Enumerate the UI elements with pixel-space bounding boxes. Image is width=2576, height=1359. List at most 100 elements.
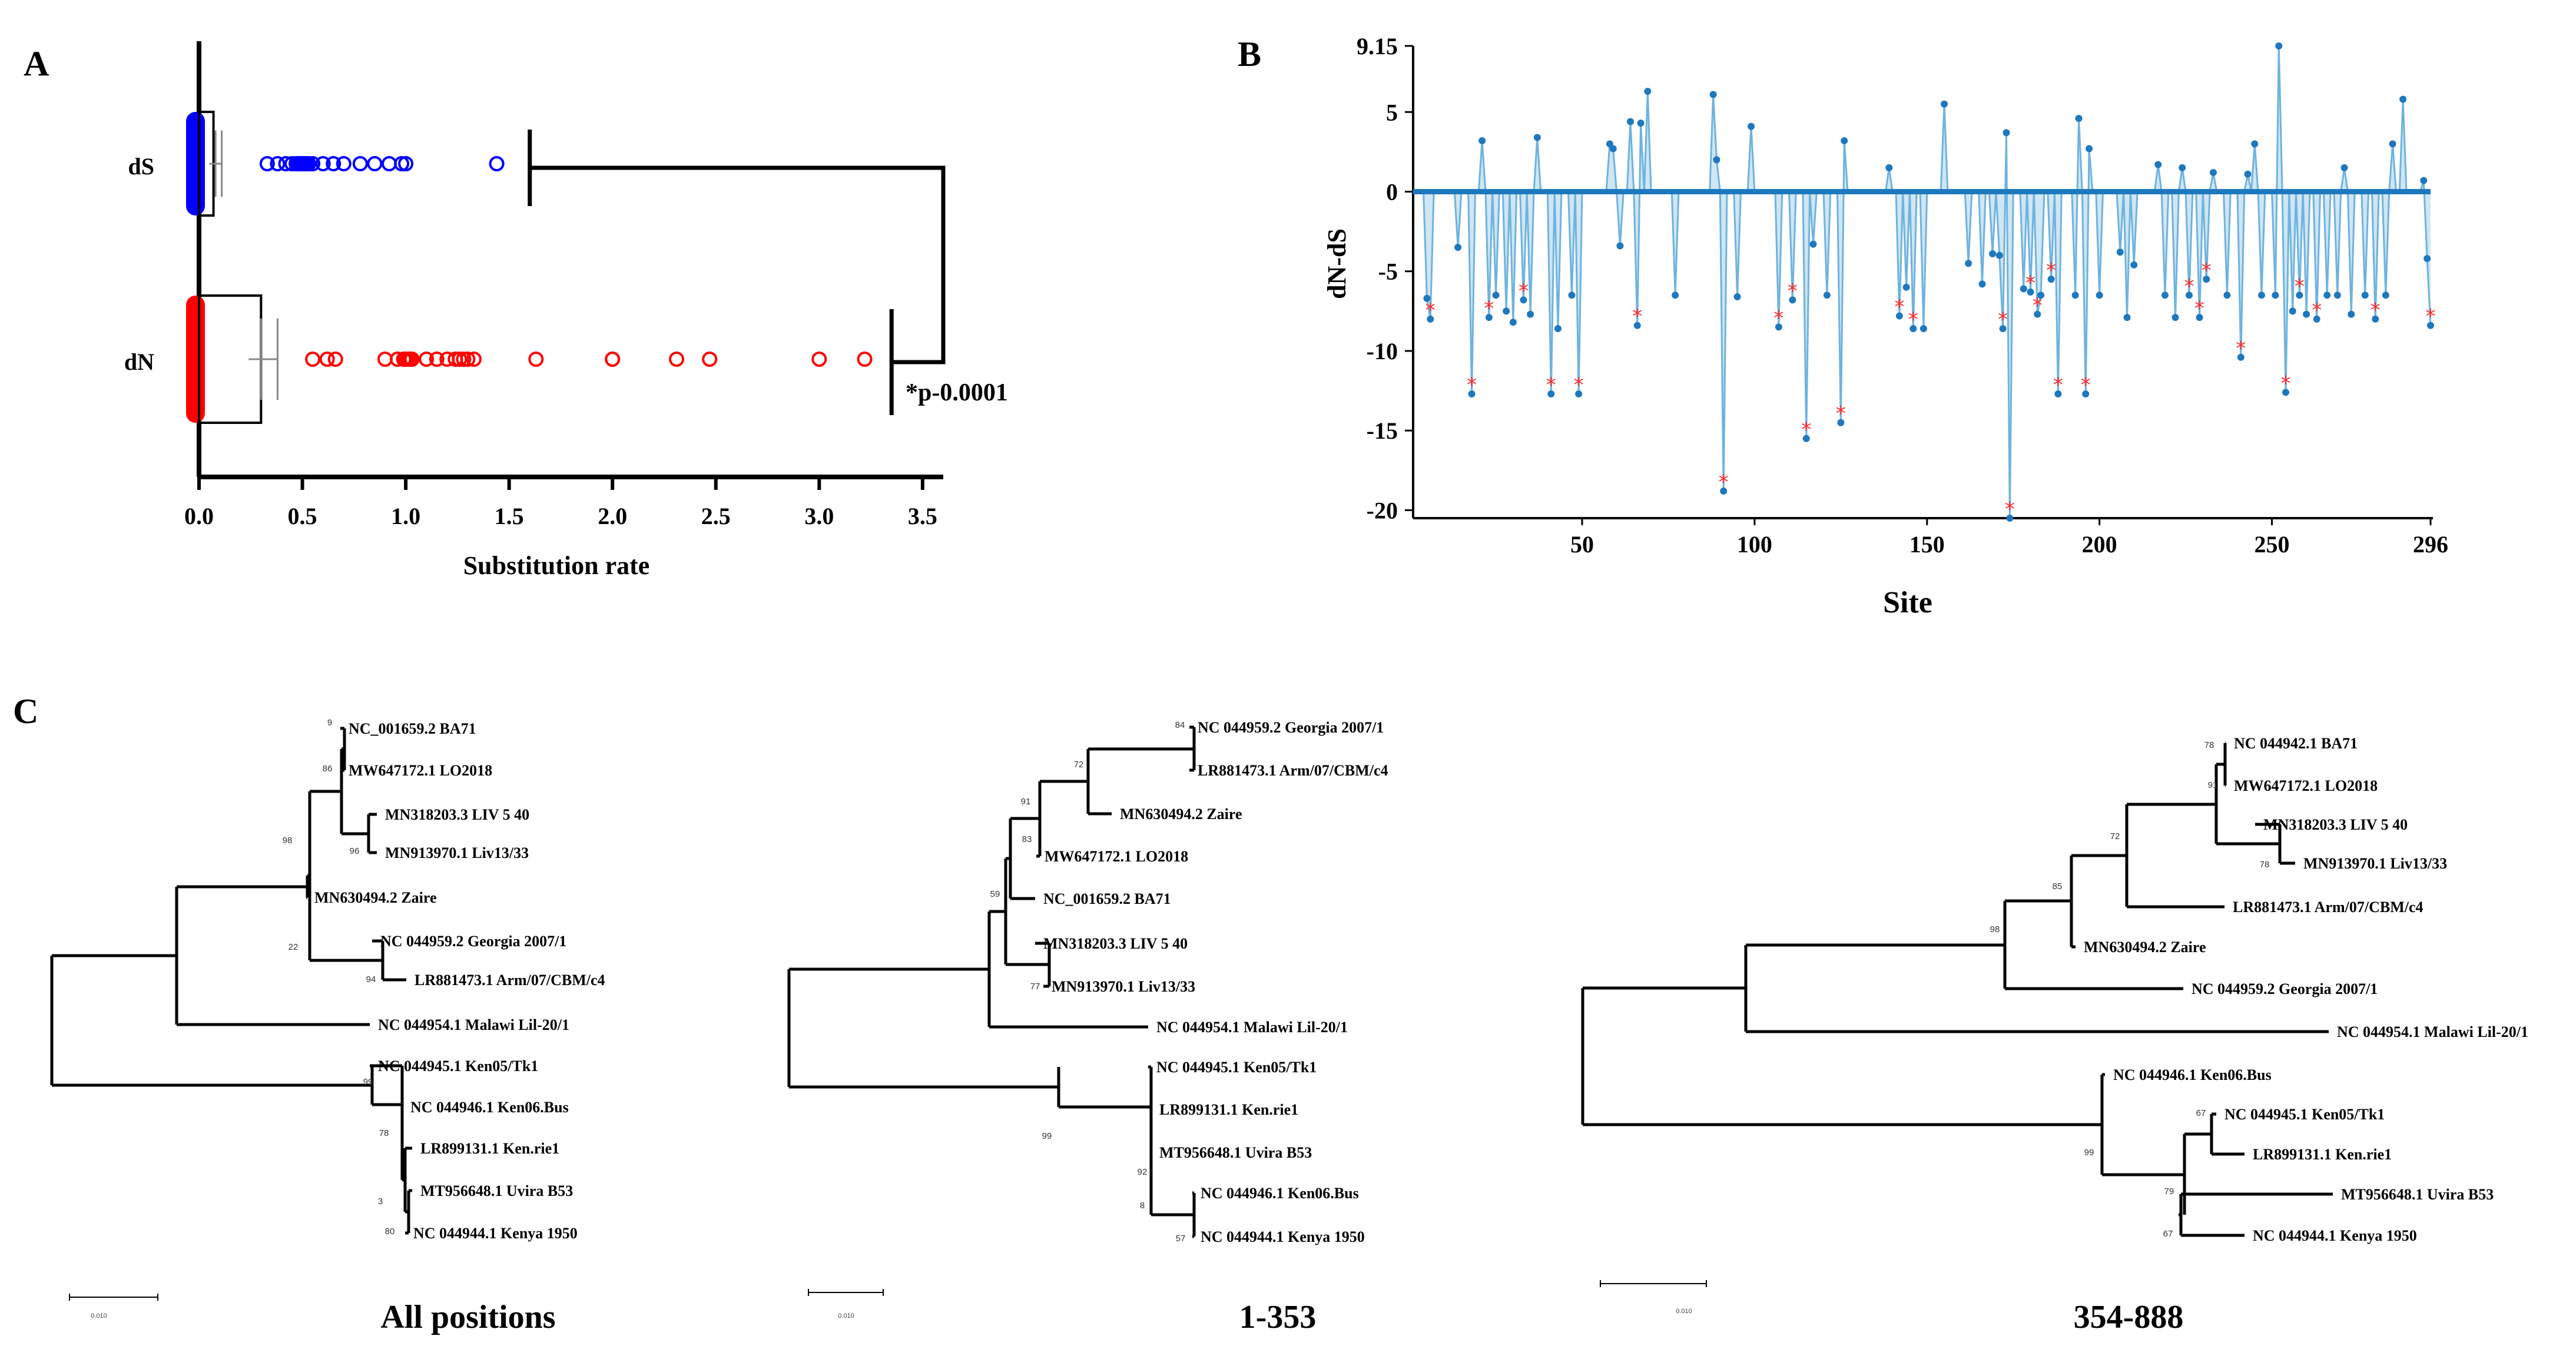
bootstrap-value: 72 xyxy=(1074,760,1084,770)
spike-point xyxy=(2047,276,2055,283)
y-tick-label: 0 xyxy=(1386,178,1398,205)
significant-site-star: * xyxy=(2081,373,2091,397)
spike-point xyxy=(2272,291,2279,299)
dense-points-band xyxy=(186,112,205,216)
spike-point xyxy=(1941,100,1948,108)
spike-point xyxy=(2130,261,2138,269)
y-tick-label: -20 xyxy=(1367,497,1398,523)
spike-point xyxy=(1809,240,1817,248)
significant-site-star: * xyxy=(1908,308,1918,332)
significant-site-star: * xyxy=(2033,294,2043,317)
tree-leaf-label: MW647172.1 LO2018 xyxy=(2234,777,2378,794)
spike-point xyxy=(2427,321,2434,329)
tree-leaf-label: NC 044945.1 Ken05/Tk1 xyxy=(2224,1106,2385,1123)
x-tick-label: 3.5 xyxy=(908,503,937,529)
bootstrap-value: 91 xyxy=(2208,780,2218,790)
spike-point xyxy=(2027,288,2034,296)
bootstrap-value: 9 xyxy=(327,718,332,728)
y-tick-label: -10 xyxy=(1367,338,1398,364)
bootstrap-value: 91 xyxy=(1021,797,1031,807)
tree-leaf-label: MN630494.2 Zaire xyxy=(1120,806,1242,823)
spike-point xyxy=(1485,314,1493,321)
spike-point xyxy=(2244,170,2252,178)
tree-leaf-label: MN630494.2 Zaire xyxy=(2084,939,2206,956)
tree-leaf-label: MN913970.1 Liv13/33 xyxy=(1052,978,1195,995)
spike-point xyxy=(1978,280,1986,288)
tree-caption-all: All positions xyxy=(380,1299,555,1335)
significant-site-star: * xyxy=(1894,295,1904,319)
bootstrap-value: 92 xyxy=(1138,1167,1148,1177)
spike-point xyxy=(1627,118,1635,125)
spike-point xyxy=(1919,325,1927,333)
spike-point xyxy=(2034,310,2041,318)
spike-point xyxy=(2003,129,2010,137)
bootstrap-value: 96 xyxy=(350,846,360,856)
outlier-point xyxy=(456,352,472,367)
spike-point xyxy=(2296,291,2303,299)
bootstrap-value: 77 xyxy=(1030,982,1040,992)
bootstrap-value: 80 xyxy=(385,1227,395,1237)
outlier-point xyxy=(326,156,342,171)
significant-site-star: * xyxy=(2046,258,2056,282)
spike-point xyxy=(2037,291,2045,299)
outlier-point xyxy=(398,156,414,171)
outlier-point xyxy=(301,156,317,171)
significant-site-star: * xyxy=(2312,299,2322,322)
x-tick-label: 250 xyxy=(2255,531,2290,558)
outlier-point xyxy=(702,352,718,367)
tree-leaf-label: MN318203.3 LIV 5 40 xyxy=(1043,935,1188,952)
spike-point xyxy=(2389,140,2396,148)
significant-site-star: * xyxy=(1998,308,2008,332)
spike-point xyxy=(1885,164,1893,171)
spike-point xyxy=(2257,291,2265,299)
spike-point xyxy=(2096,291,2103,299)
spike-point xyxy=(2382,291,2389,299)
spike-point xyxy=(1909,325,1917,333)
bootstrap-value: 79 xyxy=(2164,1186,2174,1196)
outlier-point xyxy=(466,352,482,367)
bootstrap-value: 67 xyxy=(2163,1229,2173,1239)
spike-point xyxy=(2223,291,2231,299)
spike-point xyxy=(2275,42,2283,49)
bootstrap-value: 67 xyxy=(2196,1108,2206,1118)
significant-site-star: * xyxy=(1801,418,1811,442)
significant-site-star: * xyxy=(1484,297,1494,320)
bootstrap-value: 78 xyxy=(379,1128,389,1138)
y-tick-label: -5 xyxy=(1378,258,1398,285)
spike-point xyxy=(1823,291,1831,299)
spike-point xyxy=(2020,285,2027,293)
series-line xyxy=(1413,45,2432,519)
spike-point xyxy=(1989,250,1997,257)
spike-point xyxy=(2116,248,2124,256)
bootstrap-value: 99 xyxy=(363,1077,373,1087)
tree-leaf-label: MN318203.3 LIV 5 40 xyxy=(385,806,529,823)
tree-leaf-label: NC 044945.1 Ken05/Tk1 xyxy=(378,1058,538,1075)
spike-point xyxy=(2161,291,2169,299)
dense-points-band xyxy=(186,296,205,423)
bootstrap-value: 72 xyxy=(2110,831,2120,841)
tree-leaf-label: NC_001659.2 BA71 xyxy=(1043,890,1171,907)
spike-point xyxy=(1995,251,2003,259)
bootstrap-value: 99 xyxy=(1042,1131,1052,1141)
significant-site-star: * xyxy=(2236,337,2246,360)
significance-bracket xyxy=(528,130,946,415)
x-tick-label: 3.0 xyxy=(804,503,834,529)
outlier-point xyxy=(429,352,445,367)
outlier-point xyxy=(352,156,368,171)
spike-point xyxy=(1709,91,1717,98)
bootstrap-value: 78 xyxy=(2204,740,2214,750)
spike-point xyxy=(1468,390,1476,398)
outlier-point xyxy=(315,156,331,171)
significant-site-star: * xyxy=(2025,271,2035,295)
tree-leaf-label: LR899131.1 Ken.rie1 xyxy=(2253,1146,2392,1163)
bootstrap-value: 85 xyxy=(2053,881,2063,891)
bootstrap-value: 86 xyxy=(323,764,333,774)
panel-label-b: B xyxy=(1238,35,1261,74)
panel-label-c: C xyxy=(13,692,38,731)
spike-point xyxy=(2303,310,2310,318)
significant-site-star: * xyxy=(1773,306,1783,330)
spike-point xyxy=(2420,177,2428,184)
spike-point xyxy=(1492,291,1500,299)
x-tick-label: 200 xyxy=(2082,531,2117,558)
